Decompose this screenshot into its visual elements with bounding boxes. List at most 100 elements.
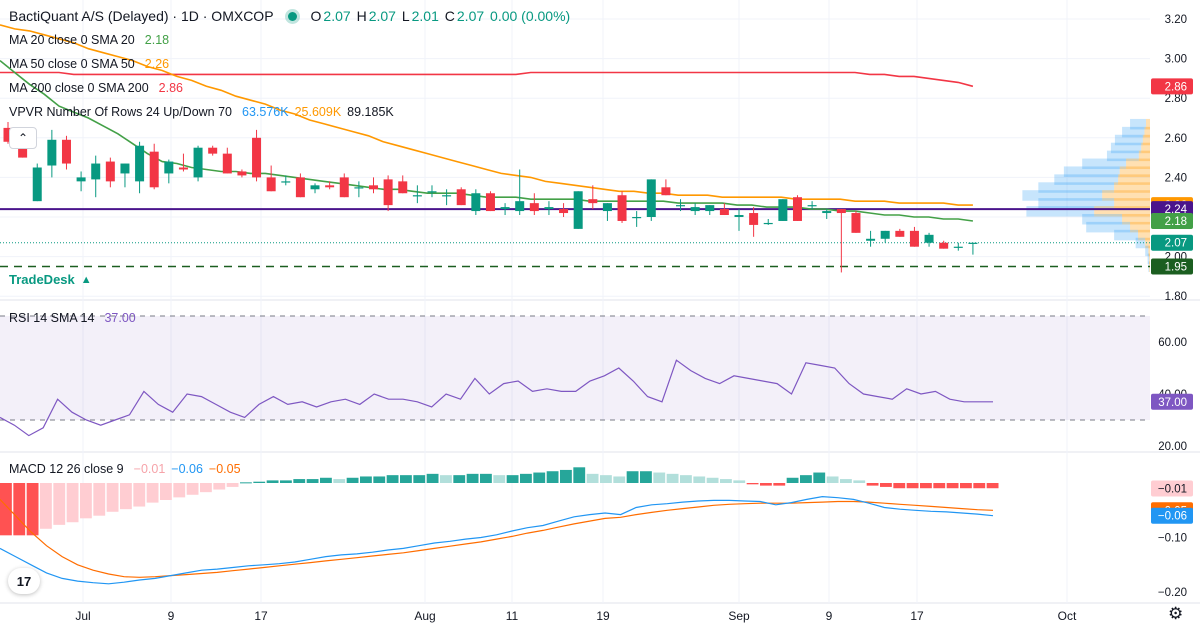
macd-histogram-bar xyxy=(400,475,412,483)
macd-histogram-bar xyxy=(480,473,492,483)
legend-macd[interactable]: MACD 12 26 close 9 −0.01 −0.06 −0.05 xyxy=(9,462,241,476)
legend-rsi[interactable]: RSI 14 SMA 14 37.00 xyxy=(9,311,136,325)
macd-pane: −0.10−0.20−0.01−0.05−0.06 xyxy=(0,467,1193,599)
macd-histogram-bar xyxy=(533,472,546,483)
candle-body xyxy=(588,199,598,204)
macd-histogram-bar xyxy=(720,479,732,483)
ohlc-high-key: H xyxy=(356,8,367,24)
y-tick-label: 2.60 xyxy=(1165,133,1187,145)
candle-body xyxy=(968,242,978,244)
vpvr-up-bar xyxy=(1082,213,1123,225)
candle-body xyxy=(661,187,671,196)
vpvr-up-bar xyxy=(1114,134,1143,146)
candle-body xyxy=(851,213,861,233)
macd-histogram-bar xyxy=(466,473,479,483)
price-label: 2.86 xyxy=(1165,81,1187,93)
price-label-box xyxy=(1151,258,1193,275)
candle-body xyxy=(749,213,759,225)
gear-icon[interactable]: ⚙ xyxy=(1168,604,1184,623)
legend-ma20-value: 2.18 xyxy=(144,33,170,47)
macd-histogram-bar xyxy=(906,483,919,489)
ohlc-open: 2.07 xyxy=(323,8,351,24)
macd-histogram-bar xyxy=(386,475,399,483)
macd-histogram-bar xyxy=(573,467,586,483)
price-label: 2.18 xyxy=(1165,216,1187,228)
macd-histogram-bar xyxy=(360,476,372,483)
macd-histogram-bar xyxy=(826,476,839,483)
legend-vpvr[interactable]: VPVR Number Of Rows 24 Up/Down 70 63.576… xyxy=(9,105,394,119)
tradingview-logo-icon[interactable]: 17 xyxy=(8,568,40,594)
rsi-line xyxy=(0,359,993,437)
candle-body xyxy=(617,195,627,221)
macd-histogram-bar xyxy=(640,471,652,483)
candle-body xyxy=(339,177,349,198)
macd-histogram-bar xyxy=(880,483,892,487)
macd-histogram-bar xyxy=(706,477,719,483)
candle-body xyxy=(76,177,86,182)
legend-rsi-value: 37.00 xyxy=(104,311,136,325)
vpvr-up-bar xyxy=(1063,166,1120,177)
ohlc-readout: O 2.07 H 2.07 L 2.01 C 2.07 0.00 (0.00%) xyxy=(311,8,573,24)
x-tick-label: Oct xyxy=(1058,609,1077,623)
macd-histogram-bar xyxy=(40,483,52,529)
vpvr-down-bar xyxy=(1126,158,1150,170)
macd-histogram-bar xyxy=(293,479,306,483)
candle-body xyxy=(515,201,525,212)
candle-body xyxy=(135,145,145,182)
chevron-up-icon[interactable]: ⌃ xyxy=(9,127,37,149)
macd-histogram-bar xyxy=(520,473,532,483)
candle-body xyxy=(3,127,13,142)
candle-body xyxy=(120,163,130,174)
macd-histogram-bar xyxy=(800,475,812,483)
candle-body xyxy=(208,147,218,154)
candle-body xyxy=(939,242,949,249)
candle-body xyxy=(646,179,656,217)
vpvr-up-bar xyxy=(1038,198,1115,209)
macd-histogram-bar xyxy=(53,483,66,525)
macd-histogram-bar xyxy=(213,483,226,490)
candle-body xyxy=(383,179,393,206)
vpvr-up-bar xyxy=(1086,221,1131,233)
rsi-band xyxy=(0,316,1150,420)
symbol-title[interactable]: BactiQuant A/S (Delayed) · 1D · OMXCOP xyxy=(9,8,274,24)
macd-y-tick: −0.20 xyxy=(1158,587,1187,599)
macd-histogram-bar xyxy=(893,483,906,489)
macd-histogram-bar xyxy=(920,483,932,489)
candle-body xyxy=(354,187,364,189)
legend-macd-line: −0.06 xyxy=(171,462,203,476)
macd-histogram-bar xyxy=(266,480,279,483)
vpvr-down-bar xyxy=(1148,245,1150,257)
vpvr-up-bar xyxy=(1114,229,1139,241)
legend-ma200-label: MA 200 close 0 SMA 200 xyxy=(9,81,149,95)
macd-histogram-bar xyxy=(13,483,26,536)
macd-histogram-bar xyxy=(506,475,519,483)
candle-body xyxy=(822,211,832,214)
x-tick-label: 11 xyxy=(506,609,519,623)
ma50-line xyxy=(0,24,973,206)
candle-body xyxy=(573,191,583,229)
legend-ma200[interactable]: MA 200 close 0 SMA 200 2.86 xyxy=(9,81,183,95)
candle-body xyxy=(792,197,802,221)
legend-macd-label: MACD 12 26 close 9 xyxy=(9,462,124,476)
rsi-y-tick: 20.00 xyxy=(1158,441,1187,453)
tradedesk-label[interactable]: TradeDesk ▲ xyxy=(9,272,92,287)
legend-ma20[interactable]: MA 20 close 0 SMA 20 2.18 xyxy=(9,33,169,47)
candle-body xyxy=(295,177,305,198)
macd-value-box xyxy=(1151,507,1193,524)
macd-histogram-bar xyxy=(240,482,252,484)
macd-histogram-bar xyxy=(26,483,39,536)
vpvr-down-bar xyxy=(1114,182,1150,193)
candle-body xyxy=(91,163,101,180)
macd-histogram-bar xyxy=(933,483,946,489)
legend-ma50[interactable]: MA 50 close 0 SMA 50 2.26 xyxy=(9,57,169,71)
price-label-box xyxy=(1151,78,1193,95)
macd-histogram-bar xyxy=(973,483,986,489)
candle-body xyxy=(676,205,686,207)
macd-histogram-bar xyxy=(626,471,639,483)
vpvr-up-bar xyxy=(1054,174,1119,185)
vpvr-down-bar xyxy=(1122,213,1150,225)
macd-histogram-bar xyxy=(786,477,799,483)
chart-grid xyxy=(0,0,1200,604)
